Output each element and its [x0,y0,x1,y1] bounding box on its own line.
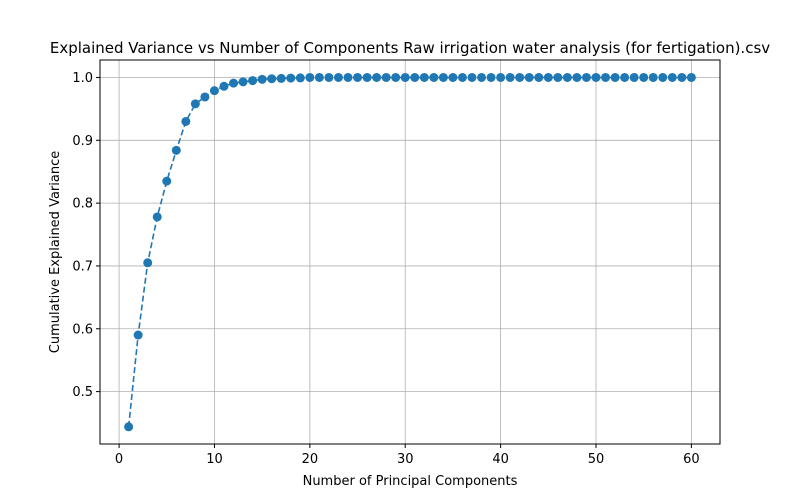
y-axis-label: Cumulative Explained Variance [48,151,63,353]
data-point [562,72,572,82]
data-point [486,72,496,82]
data-point [553,72,563,82]
data-point [238,77,248,87]
data-point [143,258,153,268]
data-point [477,72,487,82]
data-point [648,72,658,82]
data-point [438,72,448,82]
x-tick-label: 30 [397,452,414,467]
data-point [353,72,363,82]
data-point [400,72,410,82]
plot-frame [99,59,721,445]
data-point [152,212,162,222]
data-point [133,330,143,340]
data-point [505,72,515,82]
x-tick-label: 0 [115,452,123,467]
y-tick-label: 0.9 [72,134,93,149]
data-point [534,72,544,82]
data-point [639,72,649,82]
data-point [372,72,382,82]
x-tick-label: 50 [588,452,605,467]
y-tick-label: 0.5 [72,385,93,400]
data-point [629,72,639,82]
data-point [667,72,677,82]
data-point [324,72,334,82]
data-point [591,72,601,82]
data-point [171,145,181,155]
data-point [572,72,582,82]
data-point [610,72,620,82]
grid [100,60,720,444]
data-point [448,72,458,82]
data-point [209,86,219,96]
ticks: 0 10 20 30 40 50 60 0.5 0.6 0.7 0.8 0.9 1.0 [72,71,699,467]
data-point [686,72,696,82]
data-point [658,72,668,82]
data-point [457,72,467,82]
data-point [248,76,258,86]
data-point [124,422,134,432]
y-tick-label: 0.6 [72,322,93,337]
data-point [601,72,611,82]
y-tick-label: 1.0 [72,71,93,86]
data-point [362,72,372,82]
data-point [314,72,324,82]
data-point [333,72,343,82]
x-tick-label: 40 [492,452,509,467]
data-point [467,72,477,82]
data-point [295,73,305,83]
data-point [410,72,420,82]
data-point [524,72,534,82]
data-point [200,92,210,102]
data-point [419,72,429,82]
data-point [543,72,553,82]
data-point [496,72,506,82]
data-point [620,72,630,82]
x-tick-label: 10 [206,452,223,467]
y-tick-label: 0.8 [72,197,93,212]
data-point [391,72,401,82]
data-point [581,72,591,82]
data-point [381,72,391,82]
x-tick-label: 60 [683,452,700,467]
data-point [305,72,315,82]
data-point [286,73,296,83]
data-point [429,72,439,82]
chart-title: Explained Variance vs Number of Componen… [50,39,770,57]
data-point [219,81,229,91]
data-point [162,176,172,186]
data-point [276,73,286,83]
data-point [181,116,191,126]
data-point [267,74,277,84]
series-group [124,72,696,432]
x-tick-label: 20 [302,452,319,467]
x-axis-label: Number of Principal Components [303,474,518,489]
data-point [677,72,687,82]
data-point [343,72,353,82]
data-point [229,78,239,88]
data-point [515,72,525,82]
y-tick-label: 0.7 [72,259,93,274]
data-point [190,99,200,109]
data-point [257,74,267,84]
